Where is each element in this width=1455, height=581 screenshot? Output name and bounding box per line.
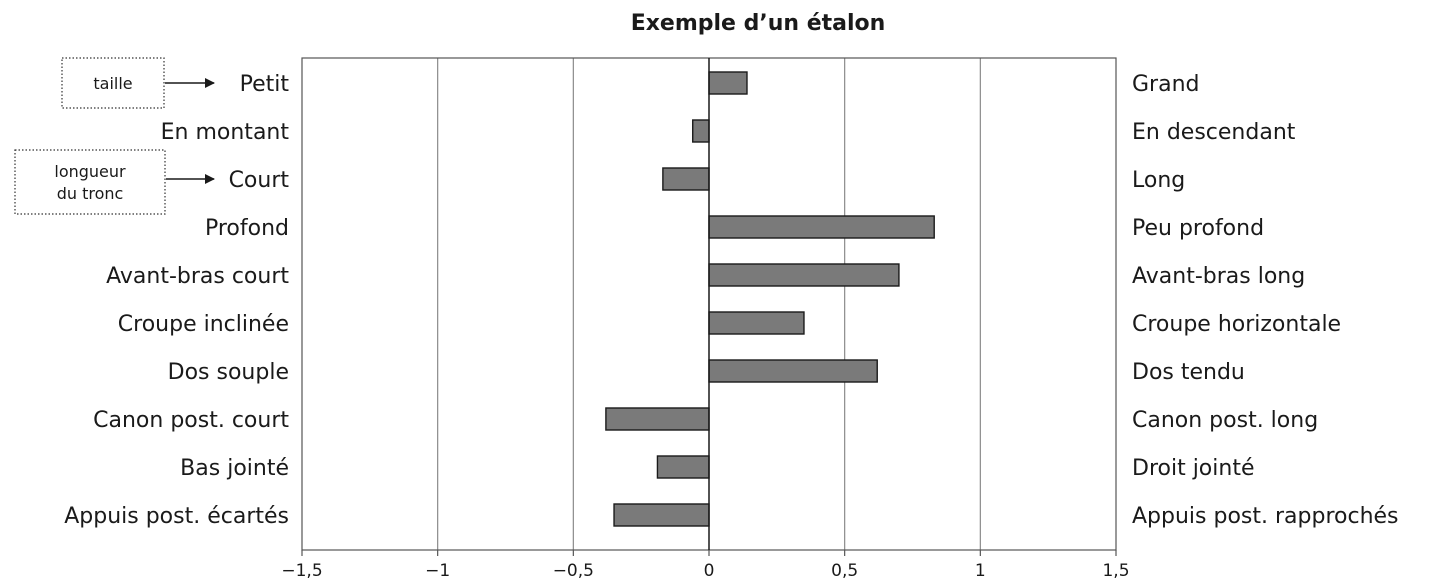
right-category-label: Peu profond [1132,216,1264,241]
bar [613,503,710,527]
x-tick-label: 1 [975,561,986,581]
x-tick-label: −1 [425,561,450,581]
annotations: taille longueur du tronc [14,57,215,215]
bar [708,263,900,287]
bar [662,167,710,191]
left-category-label: En montant [161,120,290,145]
annotation-text: longueur [54,162,126,181]
left-category-label: Avant-bras court [106,264,289,289]
left-category-label: Croupe inclinée [118,312,289,337]
right-category-label: Grand [1132,72,1199,97]
bar [656,455,710,479]
annotation-text: taille [93,74,132,93]
x-tick-label: 1,5 [1102,561,1129,581]
left-category-label: Court [229,168,290,193]
x-axis-ticks: −1,5 −1 −0,5 0 0,5 1 1,5 [281,550,1130,581]
right-category-label: En descendant [1132,120,1296,145]
x-tick-label: 0,5 [831,561,858,581]
left-category-label: Appuis post. écartés [64,504,289,529]
right-category-label: Appuis post. rapprochés [1132,504,1399,529]
bar [692,119,710,143]
left-category-label: Dos souple [168,360,289,385]
chart-title: Exemple d’un étalon [631,11,886,36]
left-labels: Petit En montant Court Profond Avant-bras co… [64,72,289,529]
bar [605,407,710,431]
annotation-box [61,57,165,109]
bar [708,71,748,95]
right-category-label: Avant-bras long [1132,264,1305,289]
right-category-label: Canon post. long [1132,408,1318,433]
left-category-label: Bas jointé [180,456,289,481]
bars [605,71,935,527]
bar [708,311,805,335]
annotation-box [14,149,166,215]
x-tick-label: 0 [704,561,715,581]
x-tick-label: −1,5 [281,561,322,581]
gridlines [437,58,981,550]
left-category-label: Petit [240,72,290,97]
left-category-label: Canon post. court [93,408,289,433]
left-category-label: Profond [205,216,289,241]
right-category-label: Long [1132,168,1185,193]
annotation-text: du tronc [57,184,124,203]
bar [708,215,935,239]
x-tick-label: −0,5 [553,561,594,581]
bar [708,359,878,383]
right-category-label: Dos tendu [1132,360,1245,385]
right-labels: Grand En descendant Long Peu profond Avant-b… [1132,72,1399,529]
right-category-label: Droit jointé [1132,456,1254,481]
right-category-label: Croupe horizontale [1132,312,1341,337]
